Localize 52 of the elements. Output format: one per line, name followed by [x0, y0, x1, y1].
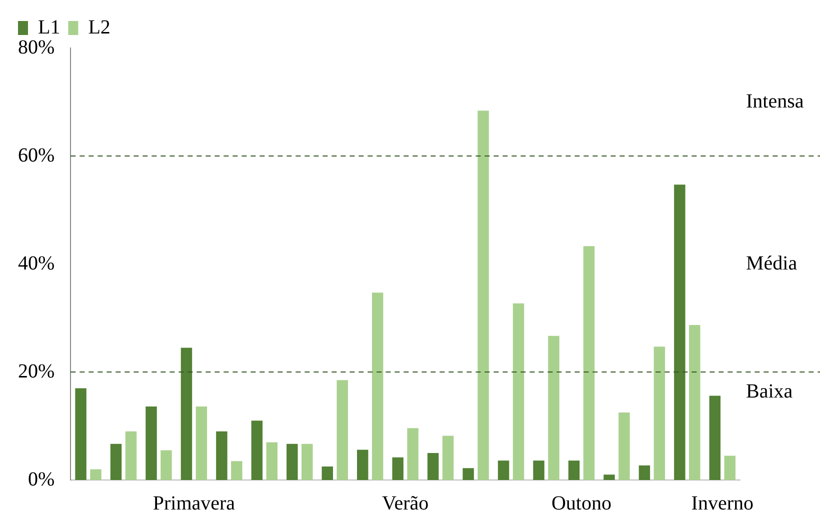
- bar: [498, 460, 510, 480]
- bar: [180, 348, 192, 480]
- x-tick-label: Verão: [382, 492, 429, 514]
- bar: [689, 325, 700, 480]
- bar: [322, 466, 333, 480]
- y-tick-label: 80%: [18, 36, 55, 58]
- y-tick-label: 60%: [18, 144, 55, 166]
- bar: [286, 444, 298, 480]
- bar: [110, 444, 122, 480]
- bar: [196, 406, 208, 480]
- y-tick-label: 40%: [18, 252, 55, 274]
- y-tick-label: 20%: [18, 360, 55, 382]
- bar: [478, 110, 489, 480]
- text: Média: [746, 252, 798, 274]
- bar: [618, 412, 630, 480]
- bar: [407, 428, 418, 480]
- y-tick-label: 0%: [28, 468, 55, 490]
- bar: [654, 346, 666, 480]
- bar: [583, 246, 595, 480]
- bar: [160, 450, 172, 480]
- bar: [216, 431, 228, 480]
- bar: [512, 303, 524, 480]
- legend-label: L1: [38, 16, 60, 38]
- bar: [125, 431, 137, 480]
- bar: [266, 442, 278, 480]
- bar: [674, 184, 686, 480]
- bar: [75, 388, 86, 480]
- bar: [336, 380, 348, 480]
- bar: [302, 444, 313, 480]
- bar: [462, 468, 474, 480]
- bar: [357, 450, 368, 480]
- bar: [392, 457, 404, 480]
- bar: [90, 469, 102, 480]
- bar: [638, 465, 650, 480]
- bar: [231, 461, 242, 480]
- bar: [146, 406, 157, 480]
- bar: [442, 436, 454, 480]
- bar: [548, 336, 560, 480]
- bar: [427, 453, 439, 480]
- text: Intensa: [746, 90, 804, 112]
- bar: [709, 396, 721, 480]
- text: Baixa: [746, 380, 793, 402]
- x-tick-label: Outono: [551, 492, 612, 514]
- bar: [604, 474, 615, 480]
- bar: [533, 460, 544, 480]
- x-tick-label: Primavera: [152, 492, 236, 514]
- legend-label: L2: [88, 16, 110, 38]
- bar: [372, 292, 384, 480]
- x-tick-label: Inverno: [691, 492, 754, 514]
- bar: [251, 420, 263, 480]
- bar: [568, 460, 580, 480]
- bar: [724, 456, 736, 480]
